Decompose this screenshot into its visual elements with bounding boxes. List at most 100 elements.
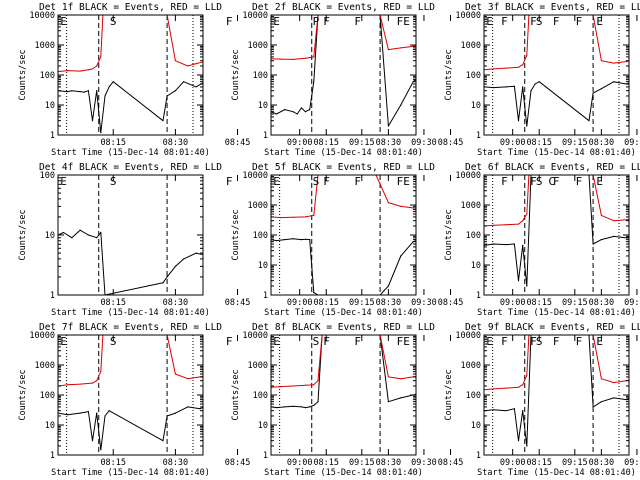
events-point	[87, 234, 89, 236]
events-point	[266, 86, 267, 87]
lld-point	[316, 380, 317, 381]
lld-point	[578, 213, 579, 214]
x-axis-label: Start Time (15-Dec-14 08:01:40)	[477, 468, 636, 478]
y-tick-label: 10000	[455, 171, 481, 181]
events-point	[458, 61, 459, 62]
events-point	[613, 397, 615, 399]
lld-point	[595, 384, 596, 385]
events-point	[307, 240, 308, 241]
x-tick-label: 08:15	[313, 298, 339, 308]
events-point	[520, 237, 521, 238]
events-point	[108, 410, 110, 412]
lld-series-line	[58, 335, 203, 387]
y-tick-label: 10000	[29, 11, 55, 21]
y-axis-label: Counts/sec	[444, 369, 454, 420]
events-point	[283, 69, 284, 70]
events-point	[278, 408, 279, 409]
x-tick-label: 09:00	[500, 298, 526, 308]
events-point	[400, 397, 402, 399]
segment-marker: S	[313, 335, 320, 348]
events-point	[71, 237, 73, 239]
events-point	[382, 248, 383, 249]
events-point	[166, 415, 168, 417]
y-tick-label: 1	[50, 131, 55, 141]
y-tick-label: 10	[258, 421, 268, 431]
events-point	[442, 63, 443, 64]
segment-marker: E	[273, 175, 280, 188]
x-axis-label: Start Time (15-Dec-14 08:01:40)	[51, 308, 210, 318]
lld-point	[216, 61, 217, 62]
events-point	[283, 244, 284, 245]
y-tick-label: 1000	[461, 201, 481, 211]
segment-marker: E	[60, 15, 67, 28]
events-point	[183, 258, 185, 260]
segment-marker: S	[110, 175, 117, 188]
lld-point	[471, 373, 472, 374]
events-point	[313, 404, 315, 406]
events-point	[67, 414, 69, 416]
events-point	[349, 408, 350, 409]
y-tick-label: 100	[40, 171, 55, 181]
segment-marker: F	[530, 175, 537, 188]
events-point	[275, 113, 278, 115]
plot-area	[58, 15, 358, 135]
x-tick-label: 08:30	[589, 298, 615, 308]
events-point	[104, 415, 106, 417]
x-tick-label: 09:30	[411, 298, 437, 308]
events-point	[304, 111, 307, 113]
lld-point	[487, 49, 488, 50]
events-point	[249, 79, 250, 80]
y-tick-label: 100	[466, 71, 481, 81]
events-point	[592, 92, 594, 94]
y-tick-label: 10	[45, 231, 55, 241]
x-tick-label: 08:45	[225, 458, 251, 468]
y-tick-label: 10	[258, 261, 268, 271]
plot-area	[58, 175, 395, 295]
events-point	[216, 401, 217, 402]
x-tick-label: 08:15	[313, 138, 339, 148]
events-point	[174, 90, 176, 92]
events-point	[471, 63, 472, 64]
lld-point	[429, 373, 430, 374]
events-point	[220, 250, 221, 251]
lld-point	[304, 216, 307, 218]
events-point	[357, 85, 358, 86]
lld-point	[387, 202, 389, 204]
events-point	[100, 132, 102, 134]
panel-1: Det 1f BLACK = Events, RED = LLD E S F F F FE 1…	[18, 2, 437, 158]
events-point	[394, 237, 395, 238]
events-point	[83, 91, 85, 93]
lld-point	[382, 383, 383, 384]
y-tick-label: 1000	[35, 361, 55, 371]
x-tick-label: 08:15	[526, 458, 552, 468]
segment-marker: F	[553, 15, 560, 28]
events-point	[504, 397, 505, 398]
events-point	[229, 396, 230, 397]
segment-marker: C	[548, 175, 555, 188]
lld-point	[620, 59, 621, 60]
events-point	[442, 378, 443, 379]
lld-point	[578, 383, 579, 384]
events-point	[299, 86, 300, 87]
events-point	[505, 86, 507, 88]
events-point	[162, 440, 164, 442]
x-tick-label: 09:30	[624, 458, 640, 468]
events-point	[96, 237, 98, 239]
events-point	[195, 252, 197, 254]
segment-marker: F	[501, 15, 508, 28]
lld-point	[522, 220, 524, 222]
panel-title: Det 7f BLACK = Events, RED = LLD	[39, 322, 222, 333]
events-point	[513, 408, 516, 410]
events-point	[345, 240, 346, 241]
segment-marker: F	[354, 15, 361, 28]
events-point	[513, 243, 516, 245]
events-point	[493, 87, 495, 89]
events-point	[299, 403, 300, 404]
segment-marker: S	[110, 335, 117, 348]
events-point	[429, 69, 430, 70]
events-point	[636, 410, 637, 411]
lld-point	[625, 219, 627, 221]
events-point	[471, 388, 472, 389]
events-point	[636, 116, 637, 117]
events-point	[603, 241, 604, 242]
